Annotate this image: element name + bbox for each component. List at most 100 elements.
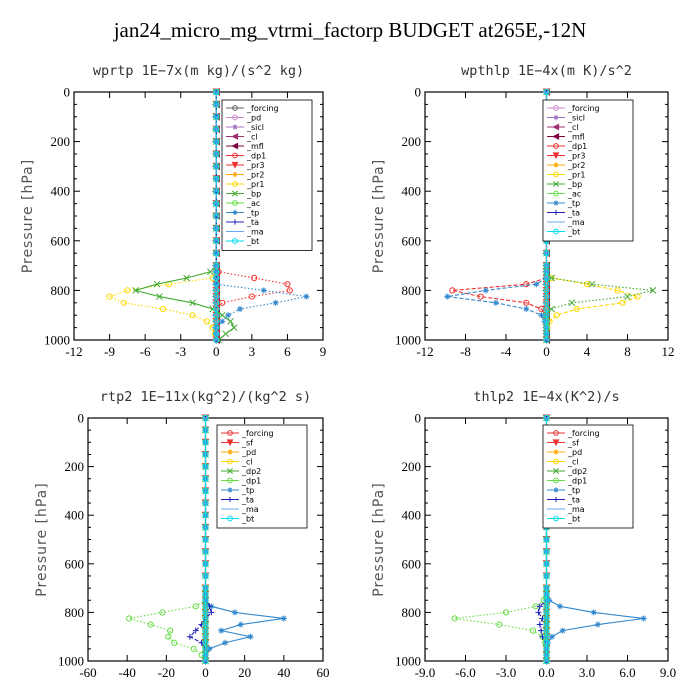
legend-label: _ta bbox=[241, 496, 254, 505]
data-point bbox=[502, 609, 510, 616]
legend-marker bbox=[227, 515, 233, 522]
series-dp1 bbox=[126, 414, 209, 665]
data-point bbox=[213, 188, 220, 195]
legend-label: _ta bbox=[567, 496, 580, 505]
y-tick-label: 1000 bbox=[395, 333, 421, 348]
series-line bbox=[452, 92, 548, 340]
legend-label: _bp bbox=[567, 180, 582, 189]
y-tick-label: 1000 bbox=[395, 654, 421, 669]
data-point bbox=[132, 287, 140, 294]
data-point bbox=[543, 548, 550, 555]
legend-marker bbox=[232, 238, 238, 244]
data-point bbox=[533, 281, 540, 288]
legend-label: _forcing bbox=[567, 429, 600, 438]
data-point bbox=[573, 305, 580, 313]
data-point bbox=[634, 293, 641, 300]
y-tick-label: 600 bbox=[65, 556, 85, 571]
data-point bbox=[202, 651, 209, 659]
legend-label: _dp2 bbox=[241, 467, 261, 476]
legend-marker bbox=[232, 200, 238, 206]
data-point bbox=[120, 299, 127, 306]
y-tick-label: 600 bbox=[402, 233, 422, 248]
y-axis-label: Pressure [hPa] bbox=[371, 482, 387, 596]
data-point bbox=[559, 627, 566, 634]
legend-marker bbox=[553, 171, 559, 178]
legend-label: _bt bbox=[567, 228, 580, 237]
data-point bbox=[624, 293, 631, 300]
x-tick-label: 8 bbox=[624, 344, 631, 359]
data-point bbox=[202, 609, 209, 616]
data-point bbox=[213, 318, 220, 325]
data-point bbox=[284, 281, 291, 288]
legend-label: _tp bbox=[241, 486, 254, 495]
data-point bbox=[237, 306, 243, 312]
legend-marker bbox=[232, 124, 238, 130]
legend-label: _tp bbox=[567, 199, 580, 208]
data-point bbox=[213, 163, 220, 170]
data-point bbox=[213, 237, 220, 244]
y-tick-label: 200 bbox=[402, 134, 422, 149]
y-tick-label: 400 bbox=[51, 184, 71, 199]
data-point bbox=[167, 627, 174, 634]
legend-label: _pd bbox=[241, 448, 256, 457]
panel-title: wpthlp 1E−4x(m K)/s^2 bbox=[461, 63, 632, 79]
data-point bbox=[171, 639, 178, 646]
x-tick-label: 40 bbox=[277, 665, 290, 680]
x-tick-label: -3.0 bbox=[496, 665, 517, 680]
data-point bbox=[543, 536, 550, 543]
legend-label: _sf bbox=[567, 439, 579, 448]
data-point bbox=[536, 621, 543, 628]
data-point bbox=[543, 609, 550, 616]
y-axis-label: Pressure [hPa] bbox=[20, 159, 36, 273]
legend-marker bbox=[553, 468, 559, 474]
data-point bbox=[538, 312, 545, 319]
legend-label: _cl bbox=[241, 458, 253, 467]
data-point bbox=[444, 293, 451, 300]
data-point bbox=[202, 657, 209, 665]
data-point bbox=[202, 475, 209, 482]
data-point bbox=[159, 609, 166, 616]
data-point bbox=[280, 615, 287, 622]
data-point bbox=[202, 548, 209, 555]
data-point bbox=[482, 287, 489, 294]
data-point bbox=[202, 560, 209, 567]
data-point bbox=[213, 262, 220, 269]
panel-title: thlp2 1E−4x(K^2)/s bbox=[473, 389, 619, 405]
legend-marker bbox=[232, 105, 238, 111]
data-point bbox=[583, 281, 591, 288]
data-point bbox=[496, 621, 503, 628]
legend-marker bbox=[552, 123, 560, 131]
x-tick-label: 6 bbox=[284, 344, 291, 359]
data-point bbox=[124, 287, 131, 294]
data-point bbox=[543, 657, 550, 665]
data-point bbox=[557, 603, 563, 610]
legend-marker bbox=[553, 209, 559, 216]
legend-label: _ma bbox=[567, 505, 585, 514]
data-point bbox=[568, 299, 576, 307]
legend-label: _forcing bbox=[246, 104, 279, 113]
y-axis-label: Pressure [hPa] bbox=[371, 159, 387, 273]
legend-label: _pr1 bbox=[246, 180, 264, 189]
data-point bbox=[202, 603, 209, 610]
data-point bbox=[202, 414, 209, 422]
data-point bbox=[202, 572, 209, 580]
legend-marker bbox=[553, 200, 559, 206]
data-point bbox=[543, 615, 550, 622]
data-point bbox=[543, 88, 550, 96]
data-point bbox=[251, 274, 258, 282]
data-point bbox=[202, 633, 209, 640]
data-point bbox=[189, 299, 196, 307]
x-tick-label: -60 bbox=[79, 665, 96, 680]
y-tick-label: 800 bbox=[51, 283, 71, 298]
y-tick-label: 1000 bbox=[58, 654, 84, 669]
legend-label: _tp bbox=[567, 486, 580, 495]
series-line bbox=[128, 418, 207, 662]
data-point bbox=[192, 627, 199, 634]
data-point bbox=[213, 330, 220, 337]
data-point bbox=[202, 427, 209, 434]
data-point bbox=[449, 287, 456, 294]
data-point bbox=[203, 318, 210, 325]
data-point bbox=[213, 299, 220, 306]
legend-label: _dp1 bbox=[567, 142, 587, 151]
data-point bbox=[543, 414, 550, 422]
